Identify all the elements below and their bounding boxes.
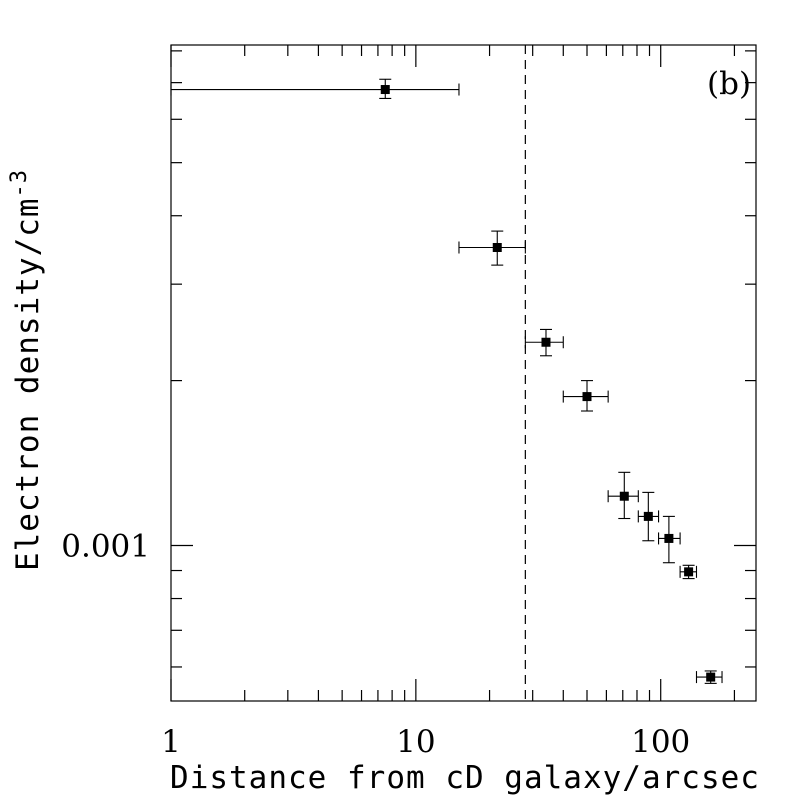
point-marker: [684, 567, 694, 577]
point-marker: [619, 491, 629, 501]
data-point: [607, 471, 639, 520]
x-tick-label: 100: [631, 724, 690, 760]
plot-frame: [170, 44, 757, 702]
data-point: [695, 670, 723, 684]
x-tick-label: 1: [161, 724, 181, 760]
point-marker: [541, 337, 551, 347]
point-marker: [582, 392, 592, 402]
data-point: [524, 328, 564, 357]
point-marker: [706, 672, 716, 682]
point-marker: [492, 242, 502, 252]
data-point: [458, 230, 526, 266]
panel-label: (b): [707, 66, 751, 102]
x-axis-title: Distance from cD galaxy/arcsec: [170, 760, 760, 796]
point-marker: [664, 533, 674, 543]
y-axis-title: Electron density/cm-3: [7, 169, 46, 571]
point-marker: [643, 511, 653, 521]
data-point: [637, 491, 660, 542]
data-point: [562, 380, 609, 412]
point-marker: [380, 85, 390, 95]
axis-ticks: [170, 45, 756, 701]
data-point: [658, 515, 681, 564]
tick-labels: 1 10 100 0.001: [61, 528, 690, 760]
data-points: [170, 78, 723, 684]
data-point: [679, 564, 698, 580]
y-axis-title-text: Electron density/cm: [10, 197, 46, 571]
x-tick-label: 10: [396, 724, 435, 760]
data-point: [170, 78, 460, 99]
y-tick-label: 0.001: [61, 528, 150, 564]
y-axis-title-exponent: -3: [7, 169, 32, 198]
